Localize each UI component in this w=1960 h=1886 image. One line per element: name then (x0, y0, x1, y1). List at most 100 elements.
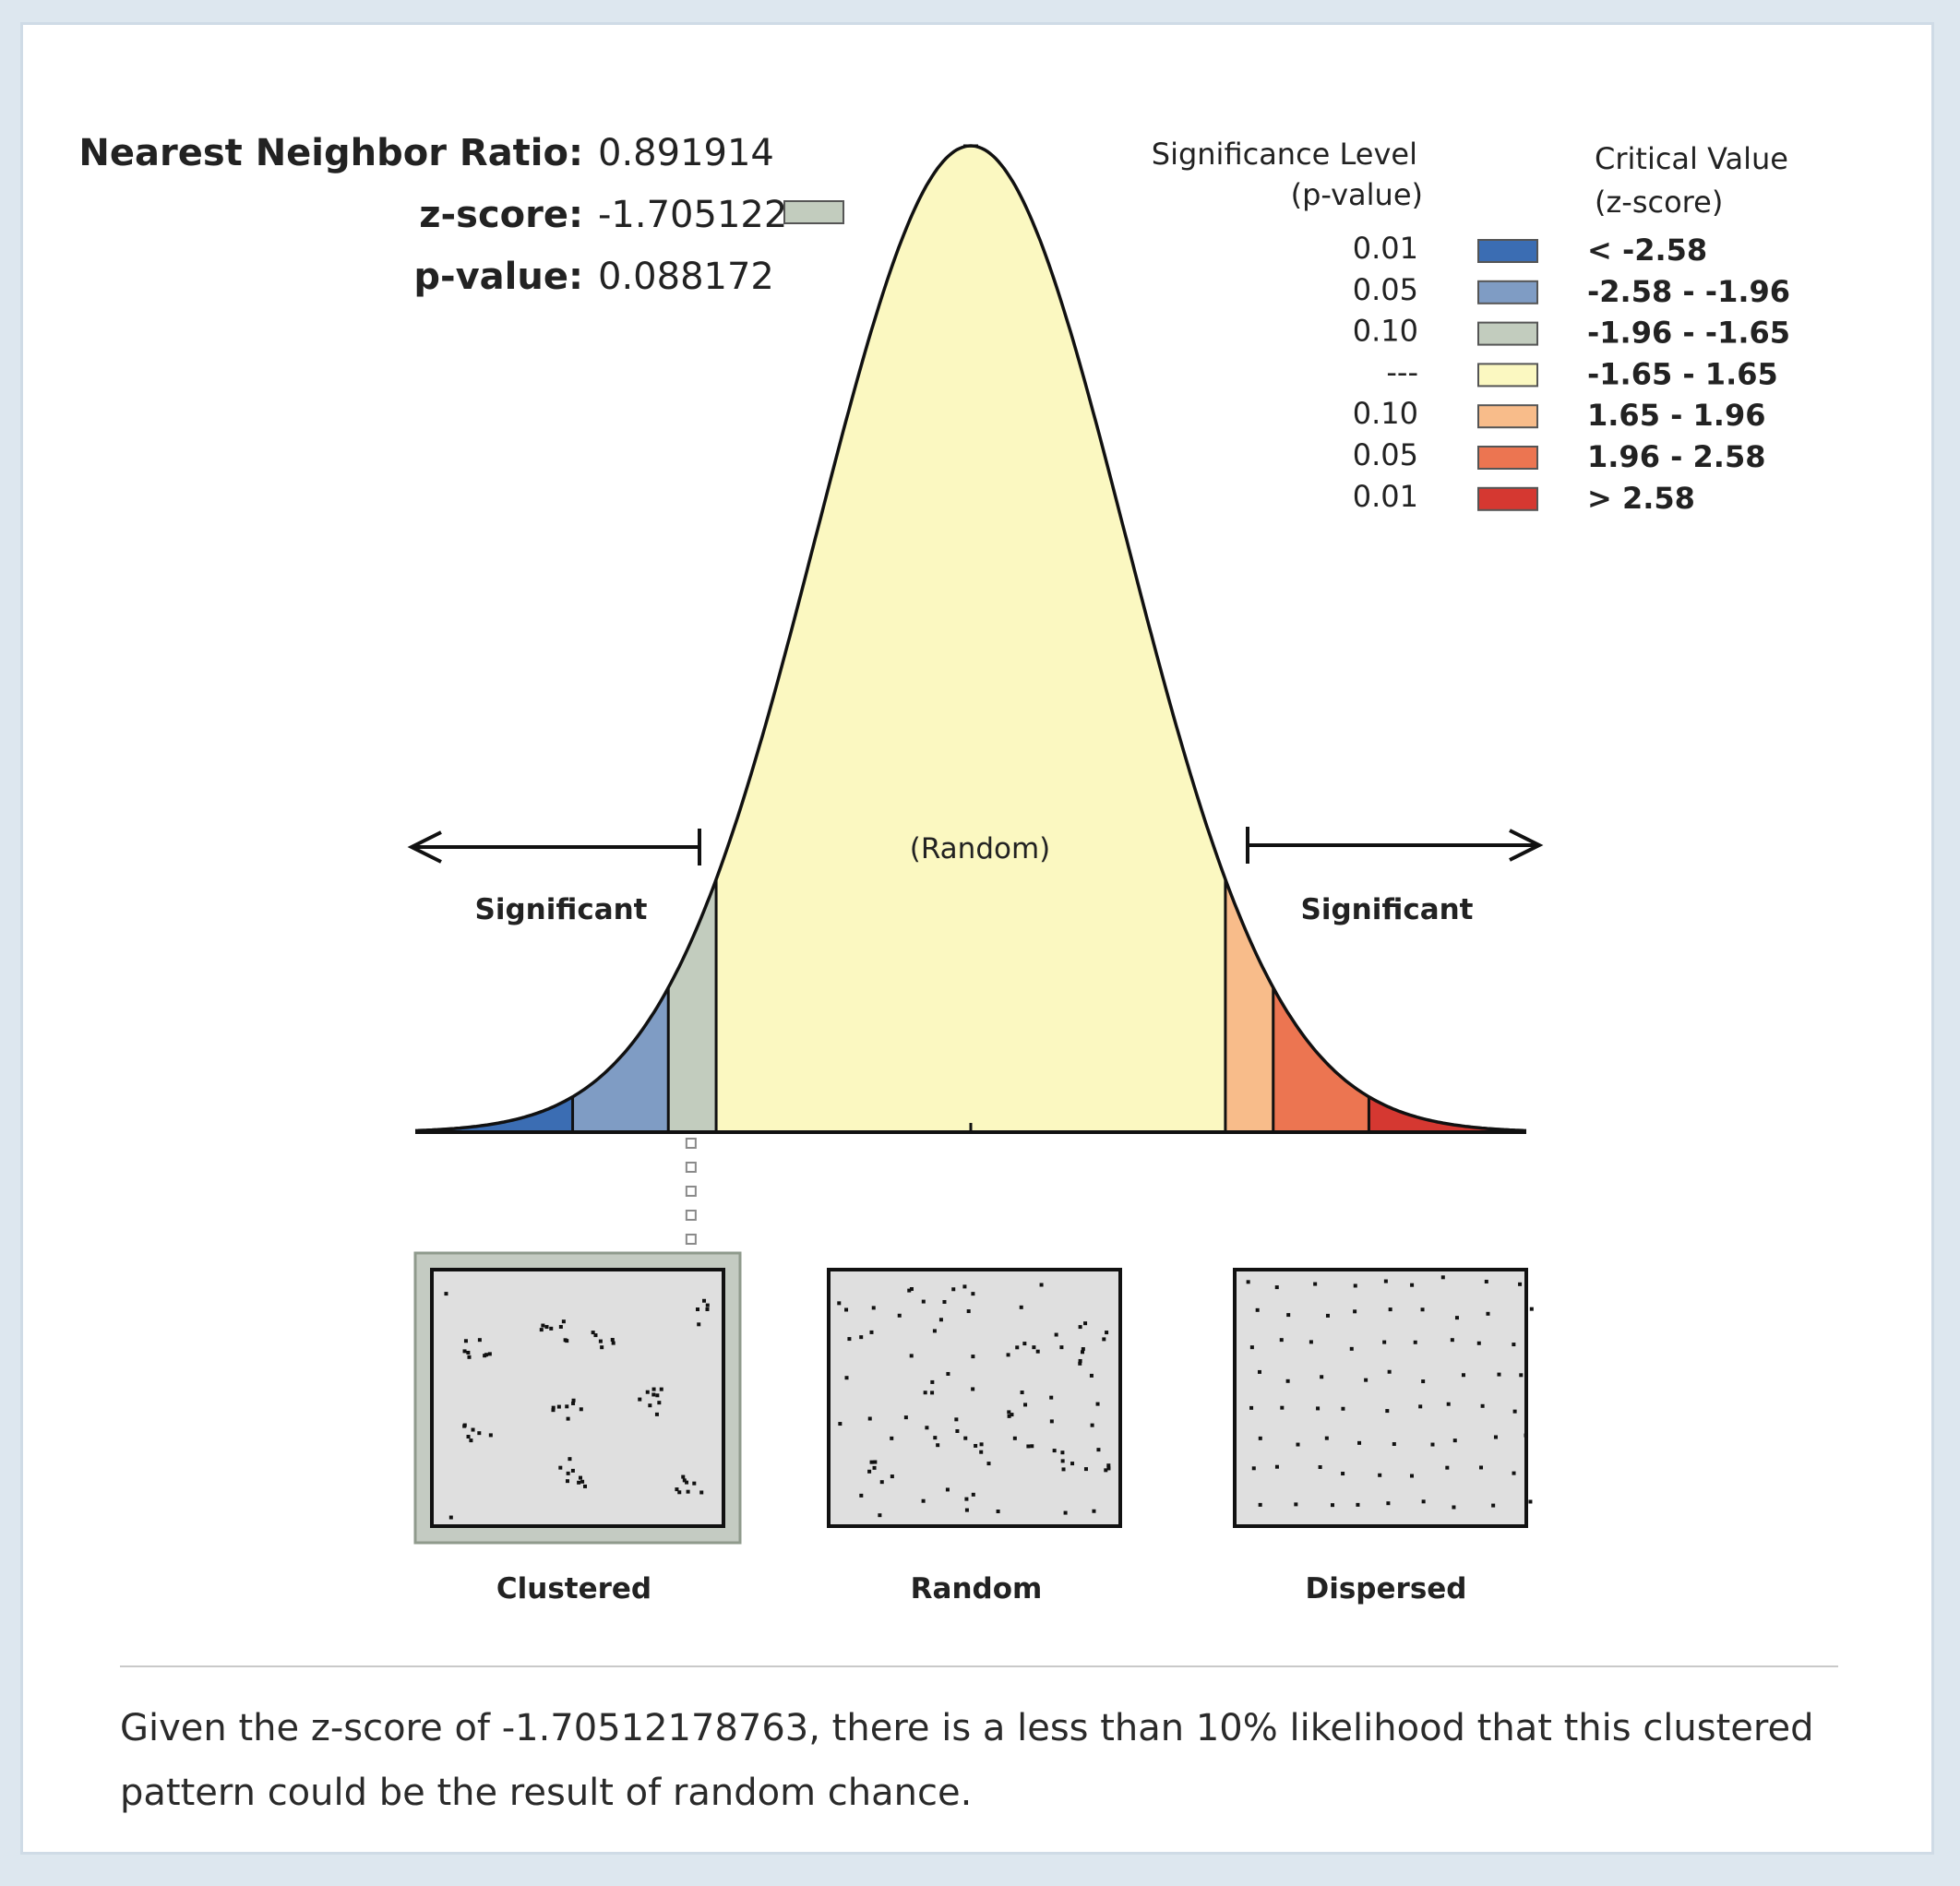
pattern-point (1010, 1413, 1014, 1417)
pattern-point (705, 1307, 710, 1311)
pattern-point (645, 1390, 650, 1394)
z-score-value: -1.705122 (598, 194, 787, 236)
pattern-point (471, 1427, 475, 1432)
pattern-point (1378, 1473, 1382, 1477)
pattern-point (1330, 1503, 1334, 1508)
pattern-point (1383, 1279, 1388, 1283)
pattern-point (1030, 1444, 1034, 1449)
pattern-point (1060, 1459, 1065, 1463)
pattern-point (1518, 1282, 1523, 1286)
pattern-point (844, 1376, 849, 1380)
pattern-point (1512, 1343, 1516, 1347)
pattern-point (675, 1487, 679, 1492)
p-value-value: 0.088172 (598, 256, 774, 298)
clustered-points (444, 1292, 710, 1520)
pattern-point (568, 1457, 572, 1462)
pattern-point (463, 1339, 468, 1343)
legend-swatch (1477, 321, 1538, 346)
curve-region (1368, 1096, 1526, 1132)
pattern-point (955, 1428, 960, 1433)
pattern-point (1078, 1325, 1082, 1330)
pattern-point (971, 1292, 975, 1296)
pattern-point (932, 1329, 937, 1333)
legend-z-range: < -2.58 (1587, 233, 1707, 268)
curve-region (572, 987, 669, 1132)
legend-p-value: 0.10 (1353, 314, 1418, 349)
z-score-connector (685, 1138, 697, 1245)
nnr-label: Nearest Neighbor Ratio: (78, 132, 583, 174)
pattern-point (1484, 1279, 1488, 1283)
left-significant-label: Significant (475, 893, 648, 926)
pattern-point (561, 1319, 566, 1324)
pattern-point (469, 1438, 473, 1443)
pattern-point (1049, 1419, 1054, 1424)
pattern-point (556, 1404, 561, 1409)
clustered-label: Clustered (496, 1572, 651, 1605)
pattern-point (488, 1433, 493, 1438)
pattern-point (1015, 1345, 1020, 1350)
pattern-point (1452, 1438, 1457, 1443)
pattern-point (909, 1287, 914, 1292)
pattern-point (869, 1330, 874, 1334)
pattern-point (1257, 1369, 1261, 1374)
pattern-point (1052, 1449, 1057, 1453)
pattern-point (962, 1284, 967, 1289)
pattern-point (1392, 1442, 1396, 1447)
pattern-point (872, 1465, 877, 1470)
legend-swatch (1477, 446, 1538, 470)
pattern-point (648, 1403, 652, 1408)
pattern-point (697, 1322, 701, 1327)
pattern-point (444, 1292, 448, 1296)
pattern-point (1078, 1361, 1082, 1366)
pattern-point (1356, 1502, 1360, 1507)
pattern-point (1255, 1307, 1260, 1312)
pattern-point (921, 1299, 926, 1304)
pattern-point (1286, 1313, 1291, 1318)
pattern-point (1364, 1378, 1368, 1382)
pattern-point (580, 1479, 585, 1484)
pattern-point (579, 1407, 583, 1412)
connector-dot (685, 1162, 697, 1173)
pattern-point (462, 1349, 467, 1354)
pattern-point (964, 1508, 969, 1512)
pattern-point (964, 1497, 969, 1501)
pattern-point (1078, 1358, 1082, 1363)
pattern-point (971, 1387, 975, 1391)
pattern-point (1039, 1283, 1044, 1287)
pattern-point (558, 1465, 563, 1470)
pattern-point (979, 1442, 984, 1447)
pattern-point (1083, 1467, 1088, 1472)
pattern-point (571, 1398, 576, 1403)
pattern-point (907, 1288, 912, 1293)
dispersed-pattern-box (1233, 1268, 1528, 1528)
pattern-point (986, 1462, 991, 1466)
pattern-point (483, 1354, 487, 1358)
pattern-point (577, 1480, 581, 1485)
pattern-point (565, 1339, 569, 1343)
pattern-point (477, 1431, 482, 1436)
pattern-point (974, 1443, 978, 1448)
pattern-point (1026, 1444, 1031, 1449)
pattern-point (448, 1515, 453, 1520)
pattern-point (682, 1478, 687, 1483)
pattern-point (1090, 1423, 1094, 1427)
pattern-point (1081, 1347, 1085, 1352)
legend-z-range: 1.65 - 1.96 (1587, 398, 1765, 433)
pattern-point (1382, 1340, 1387, 1344)
pattern-point (1035, 1349, 1040, 1354)
legend-swatch (1477, 239, 1538, 263)
pattern-point (1007, 1410, 1011, 1414)
pattern-point (1409, 1474, 1414, 1478)
pattern-point (1023, 1403, 1028, 1407)
curve-region (716, 146, 1225, 1132)
legend-z-range: -1.65 - 1.65 (1587, 356, 1778, 391)
pattern-point (844, 1307, 849, 1312)
pattern-point (1318, 1465, 1322, 1470)
left-significant-arrow (407, 829, 701, 865)
pattern-point (1032, 1345, 1036, 1350)
pattern-point (638, 1397, 642, 1402)
pattern-point (539, 1328, 544, 1332)
pattern-point (1479, 1465, 1484, 1470)
pattern-point (699, 1490, 704, 1495)
random-pattern-box (827, 1268, 1122, 1528)
